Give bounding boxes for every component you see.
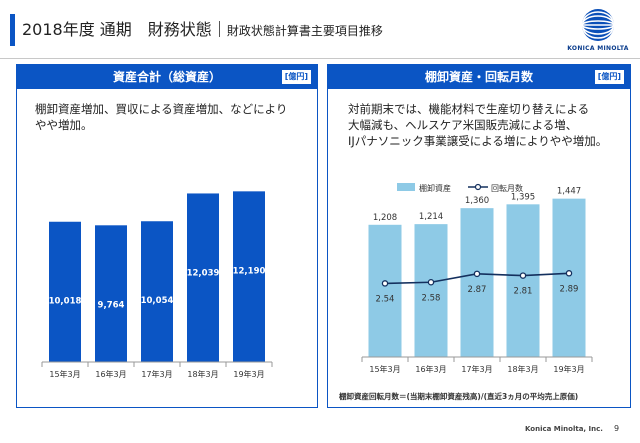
company-name: Konica Minolta, Inc. [525,425,603,433]
bar-total-assets [187,193,219,362]
bar-value-label: 1,208 [373,213,397,223]
x-tick-label: 18年3月 [507,364,538,374]
x-tick-label: 19年3月 [553,364,584,374]
bar-value-label: 12,190 [233,266,266,276]
panel-description: 対前期末では、機能材料で生産切り替えによる 大幅減も、ヘルスケア米国販売減による… [348,101,607,149]
bar-value-label: 1,214 [419,212,443,222]
legend-label: 棚卸資産 [419,183,451,193]
bar-value-label: 1,447 [557,187,581,197]
legend-swatch-bar [397,183,415,191]
bar-total-assets [233,191,265,362]
turnover-value-label: 2.89 [560,284,579,294]
x-tick-label: 15年3月 [49,369,80,379]
description-line: IJパナソニック事業譲受による増によりやや増加。 [348,134,608,148]
logo-text: KONICA MINOLTA [567,45,629,52]
page-title-main: 2018年度 通期 財務状態 [22,20,212,39]
description-line: 対前期末では、機能材料で生産切り替えによる [348,102,590,116]
bar-value-label: 10,054 [141,296,174,306]
turnover-value-label: 2.81 [514,287,533,297]
unit-badge: [億円] [281,70,311,84]
panel-header: 棚卸資産・回転月数 [億円] [328,65,630,89]
panel-title: 棚卸資産・回転月数 [424,70,533,84]
bar-value-label: 1,395 [511,192,535,202]
page-title-sub: 財政状態計算書主要項目推移 [226,24,383,38]
bar-total-assets [95,225,127,362]
chart-legend: 棚卸資産 回転月数 [397,183,523,193]
bar-total-assets [49,221,81,362]
legend-marker [474,183,482,191]
turnover-point [519,272,527,279]
bar-inventory [460,208,494,357]
legend-label: 回転月数 [491,183,523,193]
page-number: 9 [614,424,620,433]
bar-value-label: 12,039 [187,268,220,278]
description-line: やや増加。 [35,118,93,132]
bar-inventory [368,224,402,357]
bar-inventory [414,224,448,357]
description-line: 棚卸資産増加、買収による資産増加、などにより [35,102,288,116]
description-line: 大幅減も、ヘルスケア米国販売減による増、 [348,118,578,132]
x-tick-label: 18年3月 [187,369,218,379]
bar-total-assets [141,221,173,362]
turnover-point [381,280,389,287]
x-tick-label: 16年3月 [95,369,126,379]
x-tick-label: 15年3月 [369,364,400,374]
konica-minolta-logo: KONICA MINOLTA [560,6,636,56]
panel-description: 棚卸資産増加、買収による資産増加、などにより やや増加。 [35,101,287,133]
bar-inventory [506,204,540,357]
inventory-chart: 棚卸資産 回転月数 1,208 15年3月 1,214 16年3月 1,360 17年3月 1,… [361,183,593,374]
title-separator [218,21,220,37]
bar-value-label: 1,360 [465,196,489,206]
turnover-value-label: 2.54 [376,294,395,304]
x-tick-label: 19年3月 [233,369,264,379]
total-assets-chart: 10,018 15年3月 9,764 16年3月 10,054 17年3月 12,039 18… [41,191,273,379]
x-tick-label: 16年3月 [415,364,446,374]
turnover-footnote: 棚卸資産回転月数＝(当期末棚卸資産残高)/(直近3ヵ月の平均売上原価) [339,392,579,401]
bar-inventory [552,198,586,357]
header-accent-bar [10,14,15,46]
panel-header: 資産合計（総資産） [億円] [17,65,317,89]
x-tick-label: 17年3月 [141,369,172,379]
logo-globe-icon [582,9,614,41]
page-title: 2018年度 通期 財務状態 財政状態計算書主要項目推移 [22,16,383,45]
turnover-point [565,270,573,277]
header-divider [0,58,640,59]
turnover-point [427,279,435,286]
turnover-value-label: 2.58 [422,293,441,303]
unit-badge: [億円] [594,70,624,84]
bar-value-label: 9,764 [98,300,125,310]
panel-title: 資産合計（総資産） [112,70,221,84]
turnover-point [473,270,481,278]
turnover-value-label: 2.87 [468,285,487,295]
bar-value-label: 10,018 [49,297,82,307]
x-tick-label: 17年3月 [461,364,492,374]
